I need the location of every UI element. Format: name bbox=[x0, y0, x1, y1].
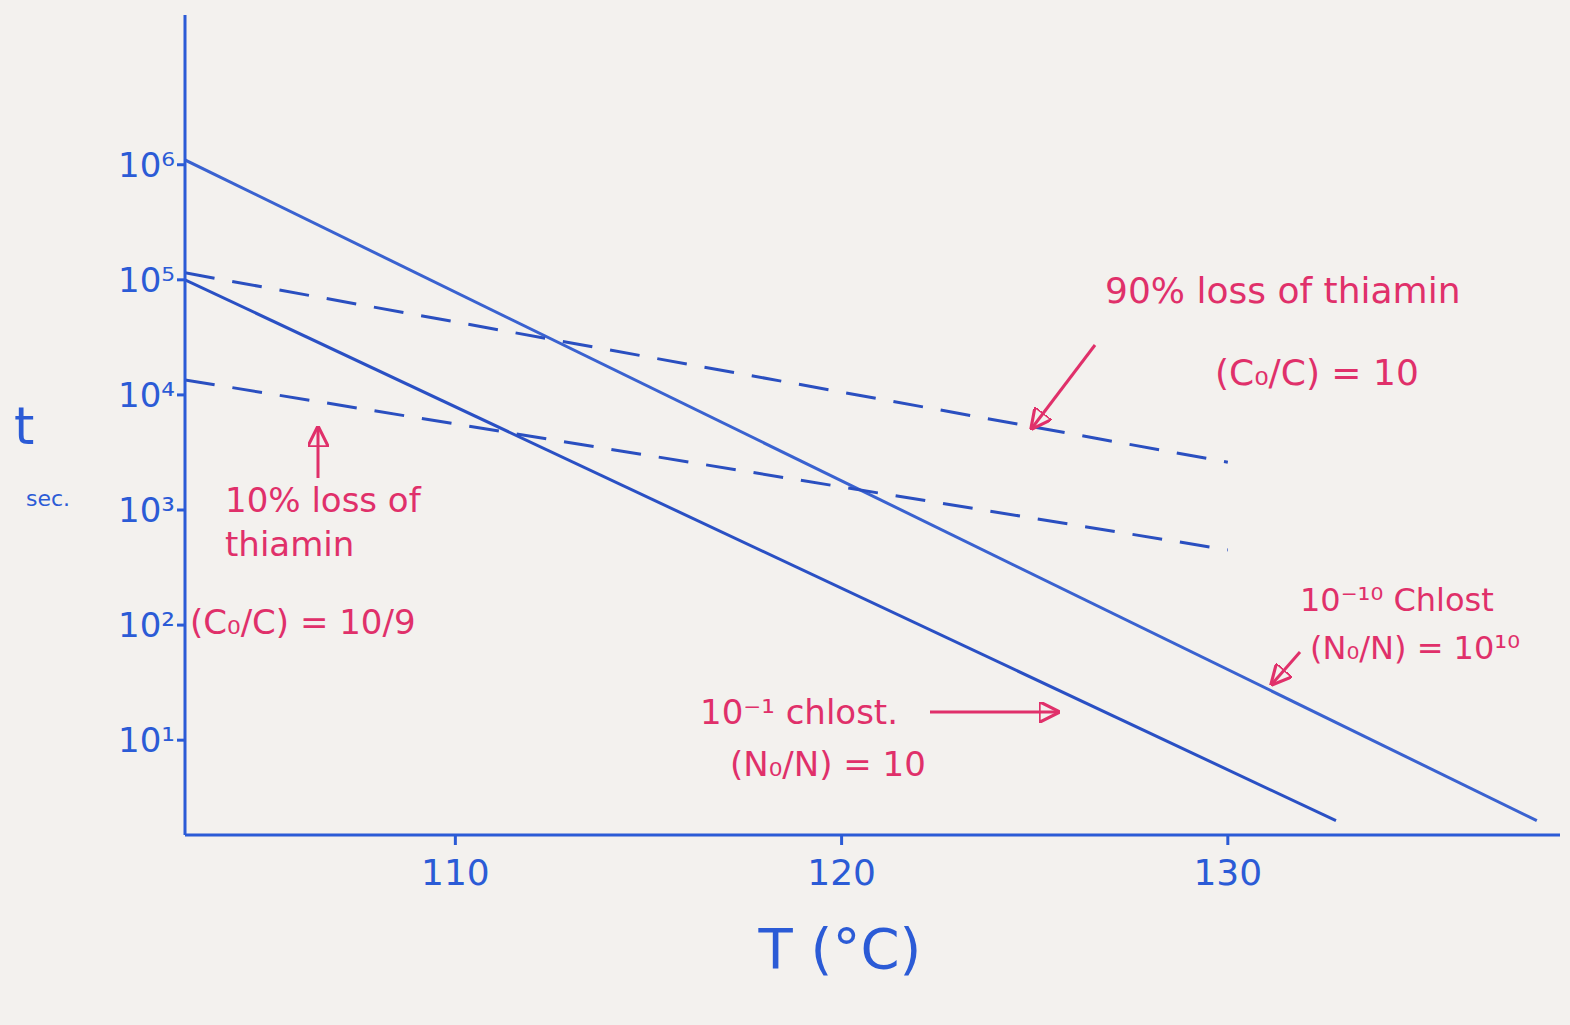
html-text:(C₀/C) = 10/9: (C₀/C) = 10/9 bbox=[190, 602, 416, 642]
html-text:90% loss of thiamin: 90% loss of thiamin bbox=[1105, 270, 1461, 311]
html-text:t: t bbox=[14, 396, 35, 456]
html-text:(N₀/N) = 10¹⁰: (N₀/N) = 10¹⁰ bbox=[1310, 629, 1520, 667]
html-text:10⁻¹⁰ Chlost: 10⁻¹⁰ Chlost bbox=[1300, 581, 1494, 619]
html-text:10⁻¹ chlost.: 10⁻¹ chlost. bbox=[700, 692, 898, 732]
svg-text:10¹: 10¹ bbox=[118, 720, 175, 760]
html-text:T (°C): T (°C) bbox=[758, 916, 922, 981]
svg-text:10²: 10² bbox=[118, 605, 175, 645]
svg-text:110: 110 bbox=[421, 852, 490, 893]
svg-text:10³: 10³ bbox=[118, 490, 175, 530]
svg-text:120: 120 bbox=[807, 852, 876, 893]
html-text:(C₀/C) = 10: (C₀/C) = 10 bbox=[1215, 352, 1419, 393]
svg-text:130: 130 bbox=[1193, 852, 1262, 893]
html-text:sec.: sec. bbox=[26, 486, 71, 511]
svg-text:10⁶: 10⁶ bbox=[118, 145, 175, 185]
svg-text:10⁴: 10⁴ bbox=[118, 375, 175, 415]
html-text:10% loss of thiamin: 10% loss of thiamin bbox=[225, 480, 421, 565]
svg-text:10⁵: 10⁵ bbox=[118, 260, 175, 300]
html-text:(N₀/N) = 10: (N₀/N) = 10 bbox=[730, 744, 926, 784]
